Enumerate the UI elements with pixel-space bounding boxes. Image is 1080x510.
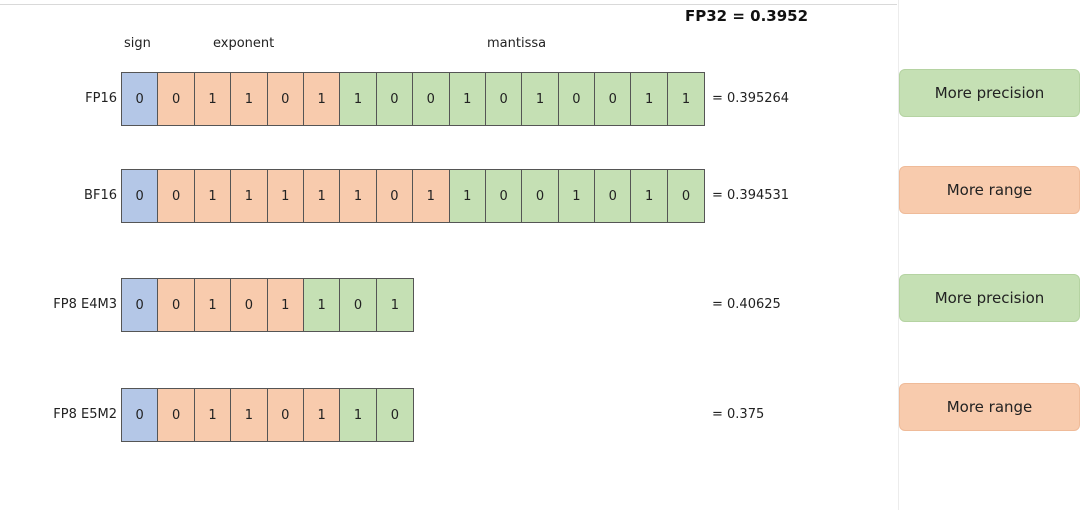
format-label: FP8 E4M3 [53, 297, 117, 312]
format-label: FP16 [85, 91, 117, 106]
mantissa-bit: 0 [595, 170, 632, 222]
mantissa-bit: 1 [376, 279, 414, 331]
exponent-bit: 1 [231, 170, 268, 222]
exponent-bit: 0 [231, 279, 268, 331]
mantissa-bit: 0 [667, 170, 705, 222]
mantissa-bit: 1 [340, 73, 377, 125]
tag-more-range: More range [899, 166, 1080, 214]
fp32-reference-value: FP32 = 0.3952 [685, 7, 809, 25]
exponent-bit: 1 [303, 73, 341, 125]
tag-more-precision: More precision [899, 69, 1080, 117]
tag-more-range: More range [899, 383, 1080, 431]
mantissa-bit: 0 [595, 73, 632, 125]
mantissa-header: mantissa [487, 36, 547, 51]
exponent-bit: 1 [413, 170, 450, 222]
exponent-bit: 0 [376, 170, 414, 222]
exponent-bit: 1 [231, 73, 268, 125]
exponent-header: exponent [213, 36, 275, 51]
mantissa-bit: 1 [340, 389, 377, 441]
exponent-bit: 1 [194, 279, 232, 331]
sign-bit: 0 [122, 279, 159, 331]
mantissa-bit: 0 [340, 279, 377, 331]
mantissa-bit: 0 [376, 389, 414, 441]
mantissa-bit: 0 [376, 73, 414, 125]
exponent-bit: 1 [303, 170, 341, 222]
exponent-bit: 1 [194, 73, 232, 125]
top-divider-line [0, 4, 897, 5]
mantissa-bit: 0 [413, 73, 450, 125]
exponent-bit: 0 [158, 170, 195, 222]
format-value: = 0.40625 [712, 297, 781, 312]
mantissa-bit: 1 [667, 73, 705, 125]
exponent-bit: 1 [194, 389, 232, 441]
exponent-bit: 0 [158, 389, 195, 441]
format-label: BF16 [84, 188, 117, 203]
sign-header: sign [124, 36, 151, 51]
mantissa-bit: 0 [522, 170, 559, 222]
exponent-bit: 1 [267, 279, 304, 331]
mantissa-bit: 1 [449, 73, 486, 125]
format-value: = 0.394531 [712, 188, 790, 203]
exponent-bit: 0 [267, 73, 304, 125]
mantissa-bit: 0 [485, 73, 523, 125]
sign-bit: 0 [122, 170, 159, 222]
mantissa-bit: 1 [449, 170, 486, 222]
exponent-bit: 0 [267, 389, 304, 441]
mantissa-bit: 0 [558, 73, 596, 125]
exponent-bit: 1 [231, 389, 268, 441]
exponent-bit: 0 [158, 73, 195, 125]
mantissa-bit: 0 [485, 170, 523, 222]
exponent-bit: 1 [194, 170, 232, 222]
format-value: = 0.395264 [712, 91, 790, 106]
exponent-bit: 1 [340, 170, 377, 222]
mantissa-bit: 1 [558, 170, 596, 222]
sign-bit: 0 [122, 73, 159, 125]
mantissa-bit: 1 [303, 279, 341, 331]
format-value: = 0.375 [712, 407, 765, 422]
mantissa-bit: 1 [522, 73, 559, 125]
mantissa-bit: 1 [631, 73, 668, 125]
exponent-bit: 1 [267, 170, 304, 222]
format-label: FP8 E5M2 [53, 407, 117, 422]
tag-more-precision: More precision [899, 274, 1080, 322]
sign-bit: 0 [122, 389, 159, 441]
side-divider-line [898, 0, 899, 510]
mantissa-bit: 1 [631, 170, 668, 222]
exponent-bit: 1 [303, 389, 341, 441]
exponent-bit: 0 [158, 279, 195, 331]
